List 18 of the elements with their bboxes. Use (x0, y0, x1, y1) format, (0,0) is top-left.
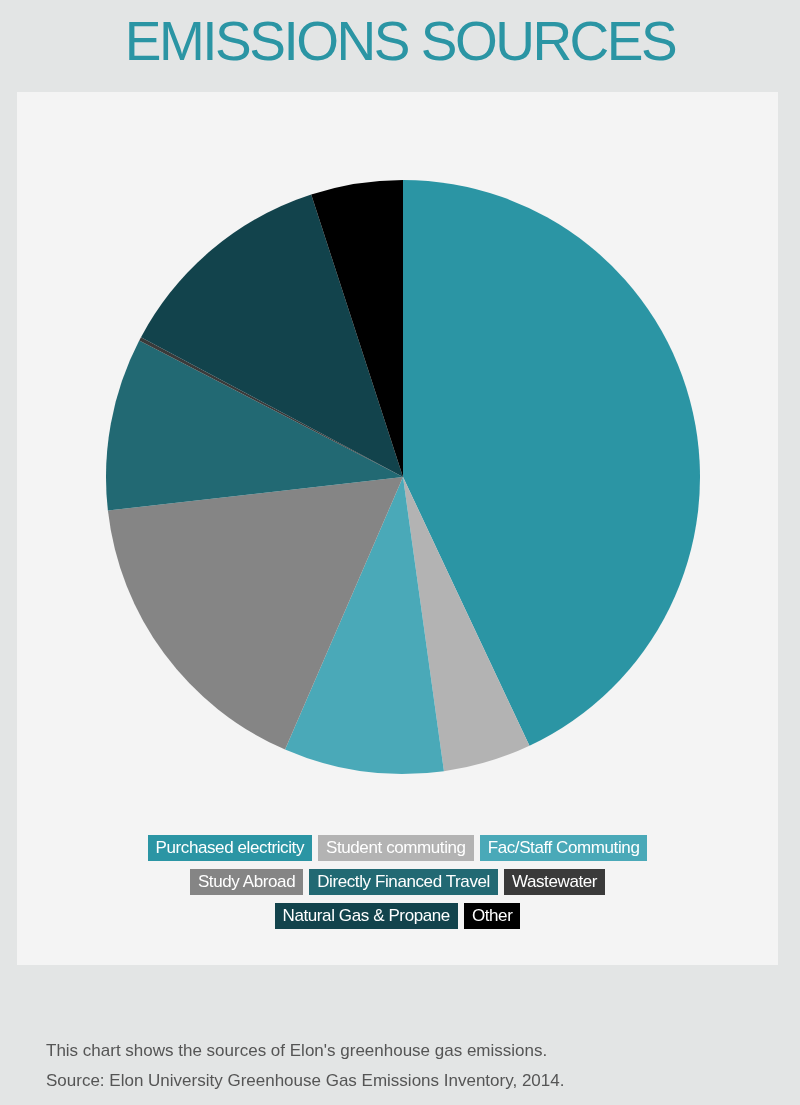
text: This chart shows the sources of Elon's greenhouse gas emissions. (46, 1040, 549, 1062)
legend-label: Other (471, 903, 521, 929)
pie-slice (106, 340, 403, 511)
pie-slice (311, 180, 403, 477)
pie-slice (403, 180, 700, 746)
legend-label: Student commuting (326, 835, 474, 861)
legend-label: Directly Financed Travel (317, 869, 498, 895)
chart-title: EMISSIONS SOURCES (123, 9, 677, 74)
legend-label: Wastewater (511, 869, 606, 895)
source-note: Source: Elon University Greenhouse Gas Emissions Inventory, 2014. (46, 1070, 566, 1092)
legend-label: Study Abroad (197, 869, 304, 895)
legend-label: Fac/Staff Commuting (487, 835, 648, 861)
pie-slice (107, 477, 403, 750)
pie-slice (285, 477, 444, 774)
legend-label: Natural Gas & Propane (282, 903, 458, 929)
pie-slice (403, 477, 530, 772)
legend-label: Purchased electricity (155, 835, 312, 861)
pie-slice (140, 194, 403, 477)
